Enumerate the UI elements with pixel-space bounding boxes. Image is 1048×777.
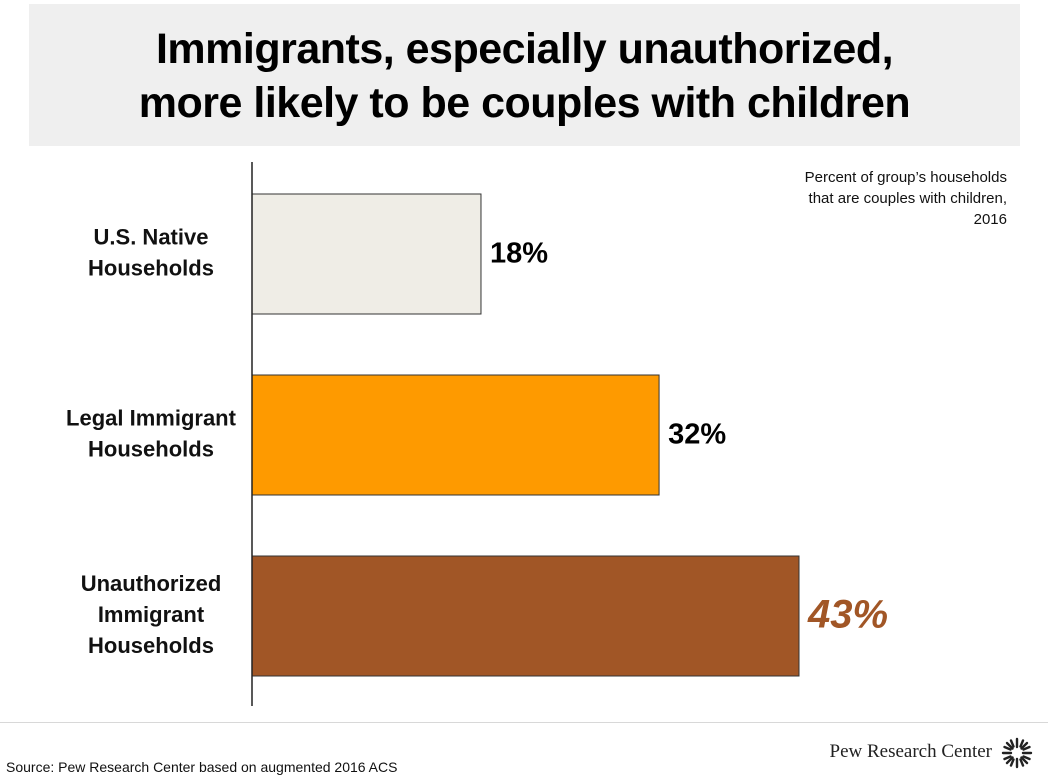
bar-2 xyxy=(251,374,660,496)
subtitle-line-3: 2016 xyxy=(973,211,1007,228)
bar-value-label-3: 43% xyxy=(807,593,888,637)
category-label-1: U.S. Native Households xyxy=(88,224,214,280)
brand-name: Pew Research Center xyxy=(829,741,993,762)
subtitle-line-2: that are couples with children, xyxy=(808,190,1007,207)
subtitle-line-1: Percent of group’s households xyxy=(804,169,1007,186)
category-label-line: Unauthorized xyxy=(81,571,222,596)
category-label-line: Households xyxy=(88,436,214,461)
title-banner: Immigrants, especially unauthorized, mor… xyxy=(29,4,1020,146)
category-label-line: Legal Immigrant xyxy=(66,405,237,430)
page-title: Immigrants, especially unauthorized, mor… xyxy=(29,22,1020,130)
bar-1 xyxy=(251,193,482,315)
pew-sunburst-icon xyxy=(1001,737,1033,769)
bar-value-label-1: 18% xyxy=(490,238,548,270)
category-label-line: Immigrant xyxy=(98,602,205,627)
source-note: Source: Pew Research Center based on aug… xyxy=(6,759,398,775)
title-line-1: Immigrants, especially unauthorized, xyxy=(155,25,894,73)
category-label-line: Households xyxy=(88,633,214,658)
category-label-line: Households xyxy=(88,255,214,280)
category-label-line: U.S. Native xyxy=(94,224,209,249)
footer-divider xyxy=(0,722,1048,723)
chart-subtitle: Percent of group’s households that are c… xyxy=(707,167,1007,230)
category-label-3: Unauthorized Immigrant Households xyxy=(81,571,222,658)
bar-3 xyxy=(251,555,800,677)
title-line-2: more likely to be couples with children xyxy=(138,79,911,127)
category-label-2: Legal Immigrant Households xyxy=(66,405,237,461)
bar-value-label-2: 32% xyxy=(668,419,726,451)
bar-chart: 18% U.S. Native Households 32% Legal Immigra… xyxy=(66,162,888,706)
